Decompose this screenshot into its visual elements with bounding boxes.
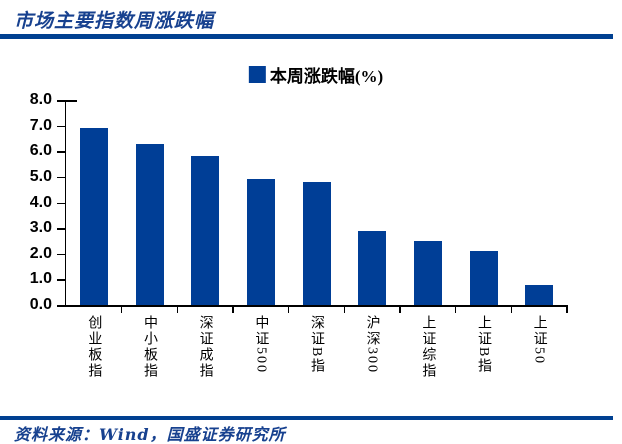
y-axis-tick-label: 2.0 <box>29 244 52 262</box>
bar <box>246 179 275 305</box>
x-axis-label: 上证综指 <box>420 315 436 379</box>
y-axis-tick <box>57 305 65 307</box>
y-axis-tick <box>57 202 65 204</box>
title-divider <box>0 34 613 39</box>
source-note: 资料来源：Wind，国盛证券研究所 <box>14 425 286 444</box>
legend-label: 本周涨跌幅(%) <box>269 67 384 86</box>
x-axis-tick <box>399 305 401 313</box>
bar <box>469 251 498 305</box>
x-axis-tick <box>566 305 568 313</box>
x-axis-tick <box>343 305 346 313</box>
y-axis-tick-label: 1.0 <box>29 270 52 288</box>
y-axis-tick <box>57 176 65 179</box>
x-axis-tick <box>176 305 179 313</box>
x-axis-label: 上证50 <box>531 315 547 365</box>
y-axis-tick-label: 7.0 <box>29 116 52 134</box>
x-axis-tick <box>120 305 123 313</box>
x-axis-tick <box>232 305 234 313</box>
y-axis-top-tick <box>66 100 77 102</box>
bar <box>413 240 442 305</box>
y-axis-tick-label: 8.0 <box>29 91 52 108</box>
bar <box>525 284 554 305</box>
y-axis-tick <box>57 151 65 153</box>
y-axis-tick-label: 0.0 <box>29 296 52 313</box>
y-axis-tick-label: 5.0 <box>29 167 52 185</box>
x-axis-tick <box>454 305 457 313</box>
legend: 本周涨跌幅(%) <box>248 62 384 87</box>
bar <box>135 143 164 305</box>
y-axis-tick <box>57 253 65 256</box>
y-axis-tick <box>57 279 65 281</box>
y-axis-tick-label: 3.0 <box>29 219 52 237</box>
x-axis-label: 中小板指 <box>142 315 157 379</box>
legend-swatch-icon <box>248 66 266 83</box>
x-axis-tick <box>287 305 290 313</box>
page-title: 市场主要指数周涨跌幅 <box>14 10 215 32</box>
x-axis-line <box>64 305 567 307</box>
bar <box>191 156 220 305</box>
y-axis-tick-label: 6.0 <box>29 142 52 160</box>
y-axis-tick <box>57 125 65 128</box>
footer-divider <box>0 416 613 420</box>
x-axis-tick <box>510 305 513 313</box>
x-axis-label: 沪深300 <box>364 315 380 374</box>
y-axis-line <box>64 100 66 307</box>
bar <box>79 128 108 305</box>
x-axis-label: 创业板指 <box>86 315 102 379</box>
x-axis-label: 深证B指 <box>309 315 324 375</box>
bar <box>302 182 331 305</box>
y-axis-tick <box>57 100 65 102</box>
x-axis-label: 深证成指 <box>197 315 213 379</box>
bar <box>358 230 387 305</box>
x-axis-label: 上证B指 <box>476 315 491 375</box>
y-axis-tick <box>57 228 65 230</box>
x-axis-label: 中证500 <box>253 315 269 374</box>
y-axis-tick-label: 4.0 <box>29 193 52 211</box>
